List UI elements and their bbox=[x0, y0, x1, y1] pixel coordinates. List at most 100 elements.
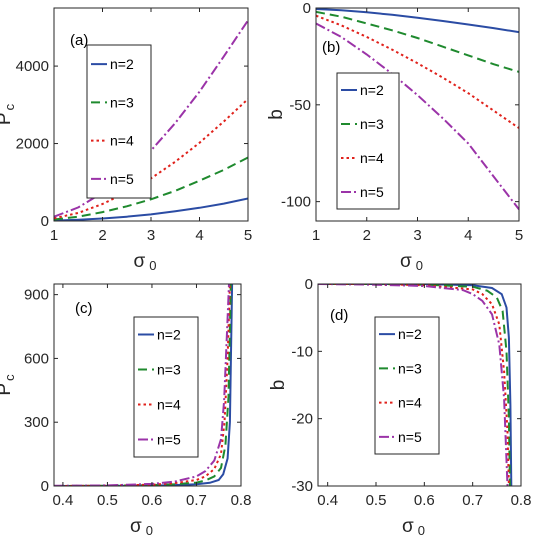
legend-label-n4: n=4 bbox=[398, 395, 422, 411]
x-tick-label: 0.6 bbox=[142, 492, 163, 509]
legend-label-n2: n=2 bbox=[398, 326, 422, 342]
y-tick-label: 0 bbox=[303, 0, 311, 17]
series-line-n5 bbox=[54, 284, 230, 486]
y-axis-label-main: P bbox=[0, 383, 15, 396]
y-tick-label: -20 bbox=[291, 411, 313, 428]
y-axis-label-main: b bbox=[268, 380, 289, 391]
legend: n=2 n=3 n=4 n=5 bbox=[133, 316, 199, 458]
legend-box bbox=[374, 316, 440, 455]
y-axis-label: Pc bbox=[0, 374, 17, 396]
series-line-n4 bbox=[54, 284, 231, 486]
series-line-n5 bbox=[54, 19, 248, 218]
y-tick-label: 0 bbox=[41, 213, 49, 230]
series-line-n4 bbox=[316, 14, 519, 129]
x-axis-label-main: σ bbox=[400, 251, 412, 272]
x-axis-label-sub: 0 bbox=[146, 523, 153, 538]
y-tick-label: -30 bbox=[291, 478, 313, 495]
x-tick-label: 5 bbox=[244, 227, 252, 244]
legend: n=2 n=3 n=4 n=5 bbox=[336, 72, 400, 210]
x-axis-label-main: σ bbox=[402, 516, 414, 537]
x-axis-label-main: σ bbox=[130, 516, 142, 537]
y-tick-label: 2000 bbox=[16, 136, 49, 153]
legend-box bbox=[336, 72, 400, 210]
y-axis-label-main: b bbox=[266, 109, 287, 120]
legend-label-n3: n=3 bbox=[360, 116, 384, 132]
x-tick-label: 0.5 bbox=[366, 492, 387, 509]
x-axis-label-sub: 0 bbox=[416, 258, 423, 273]
x-tick-label: 3 bbox=[147, 227, 155, 244]
series-line-n4 bbox=[318, 284, 510, 486]
legend-label-n4: n=4 bbox=[360, 150, 384, 166]
y-tick-label: -100 bbox=[281, 194, 311, 211]
legend-label-n4: n=4 bbox=[157, 397, 181, 413]
panel-label: (b) bbox=[322, 39, 340, 56]
y-axis-label-main: P bbox=[0, 112, 15, 125]
legend-label-n3: n=3 bbox=[110, 94, 134, 110]
y-axis-label: b bbox=[266, 109, 287, 120]
x-tick-label: 0.8 bbox=[511, 492, 532, 509]
y-tick-label: 900 bbox=[24, 287, 49, 304]
legend-label-n2: n=2 bbox=[157, 327, 181, 343]
panel-label: (c) bbox=[75, 300, 93, 317]
x-tick-label: 0.6 bbox=[414, 492, 435, 509]
y-axis-label: b bbox=[268, 380, 289, 391]
x-tick-label: 2 bbox=[363, 227, 371, 244]
legend-label-n5: n=5 bbox=[110, 171, 134, 187]
x-tick-label: 0.4 bbox=[317, 492, 338, 509]
panel-label: (a) bbox=[70, 32, 88, 49]
x-tick-label: 2 bbox=[98, 227, 106, 244]
y-tick-label: 300 bbox=[24, 414, 49, 431]
series-line-n2 bbox=[318, 284, 513, 486]
x-axis-label-sub: 0 bbox=[418, 523, 425, 538]
x-tick-label: 1 bbox=[312, 227, 320, 244]
x-tick-label: 4 bbox=[195, 227, 203, 244]
legend-label-n3: n=3 bbox=[398, 360, 422, 376]
legend: n=2 n=3 n=4 n=5 bbox=[86, 44, 152, 199]
x-tick-label: 1 bbox=[50, 227, 58, 244]
x-tick-label: 0.7 bbox=[186, 492, 207, 509]
x-tick-label: 0.4 bbox=[52, 492, 73, 509]
axes-frame bbox=[317, 283, 522, 487]
legend-label-n2: n=2 bbox=[110, 56, 134, 72]
legend-label-n5: n=5 bbox=[360, 184, 384, 200]
series-line-n5 bbox=[316, 22, 519, 211]
legend: n=2 n=3 n=4 n=5 bbox=[374, 316, 440, 455]
series-line-n3 bbox=[54, 284, 232, 486]
series-line-n2 bbox=[316, 8, 519, 34]
series-line-n3 bbox=[318, 284, 511, 486]
y-axis-label-sub: c bbox=[2, 103, 17, 110]
x-tick-label: 4 bbox=[464, 227, 472, 244]
axes-frame bbox=[53, 283, 242, 487]
legend-label-n5: n=5 bbox=[157, 432, 181, 448]
y-axis-label-sub: c bbox=[2, 374, 17, 381]
x-axis-label-sub: 0 bbox=[149, 258, 156, 273]
legend-box bbox=[133, 316, 199, 458]
series-line-n3 bbox=[54, 156, 248, 221]
legend-label-n3: n=3 bbox=[157, 362, 181, 378]
panel-a: 12345020004000σ0Pc(a)n=2n=3n=4n=5 bbox=[0, 7, 252, 273]
x-tick-label: 0.5 bbox=[97, 492, 118, 509]
legend-label-n4: n=4 bbox=[110, 133, 134, 149]
x-tick-label: 0.8 bbox=[231, 492, 252, 509]
series-line-n5 bbox=[318, 284, 509, 486]
y-tick-label: -10 bbox=[291, 343, 313, 360]
panel-c: 0.40.50.60.70.80300600900σ0Pc(c)n=2n=3n=… bbox=[0, 283, 252, 538]
y-tick-label: -50 bbox=[289, 97, 311, 114]
legend-label-n2: n=2 bbox=[360, 82, 384, 98]
legend-label-n5: n=5 bbox=[398, 429, 422, 445]
y-axis-label: Pc bbox=[0, 103, 17, 125]
y-tick-label: 600 bbox=[24, 350, 49, 367]
y-tick-label: 4000 bbox=[16, 58, 49, 75]
x-tick-label: 0.7 bbox=[462, 492, 483, 509]
panel-d: 0.4 0.5 0.6 0.7 0.80-10-20-30σ 0b(d)n=2n=3n=4… bbox=[268, 276, 531, 538]
x-tick-label: 5 bbox=[515, 227, 523, 244]
legend-box bbox=[86, 44, 152, 199]
y-tick-label: 0 bbox=[305, 276, 313, 293]
x-axis-label-main: σ bbox=[134, 251, 146, 272]
panel-label: (d) bbox=[330, 307, 348, 324]
